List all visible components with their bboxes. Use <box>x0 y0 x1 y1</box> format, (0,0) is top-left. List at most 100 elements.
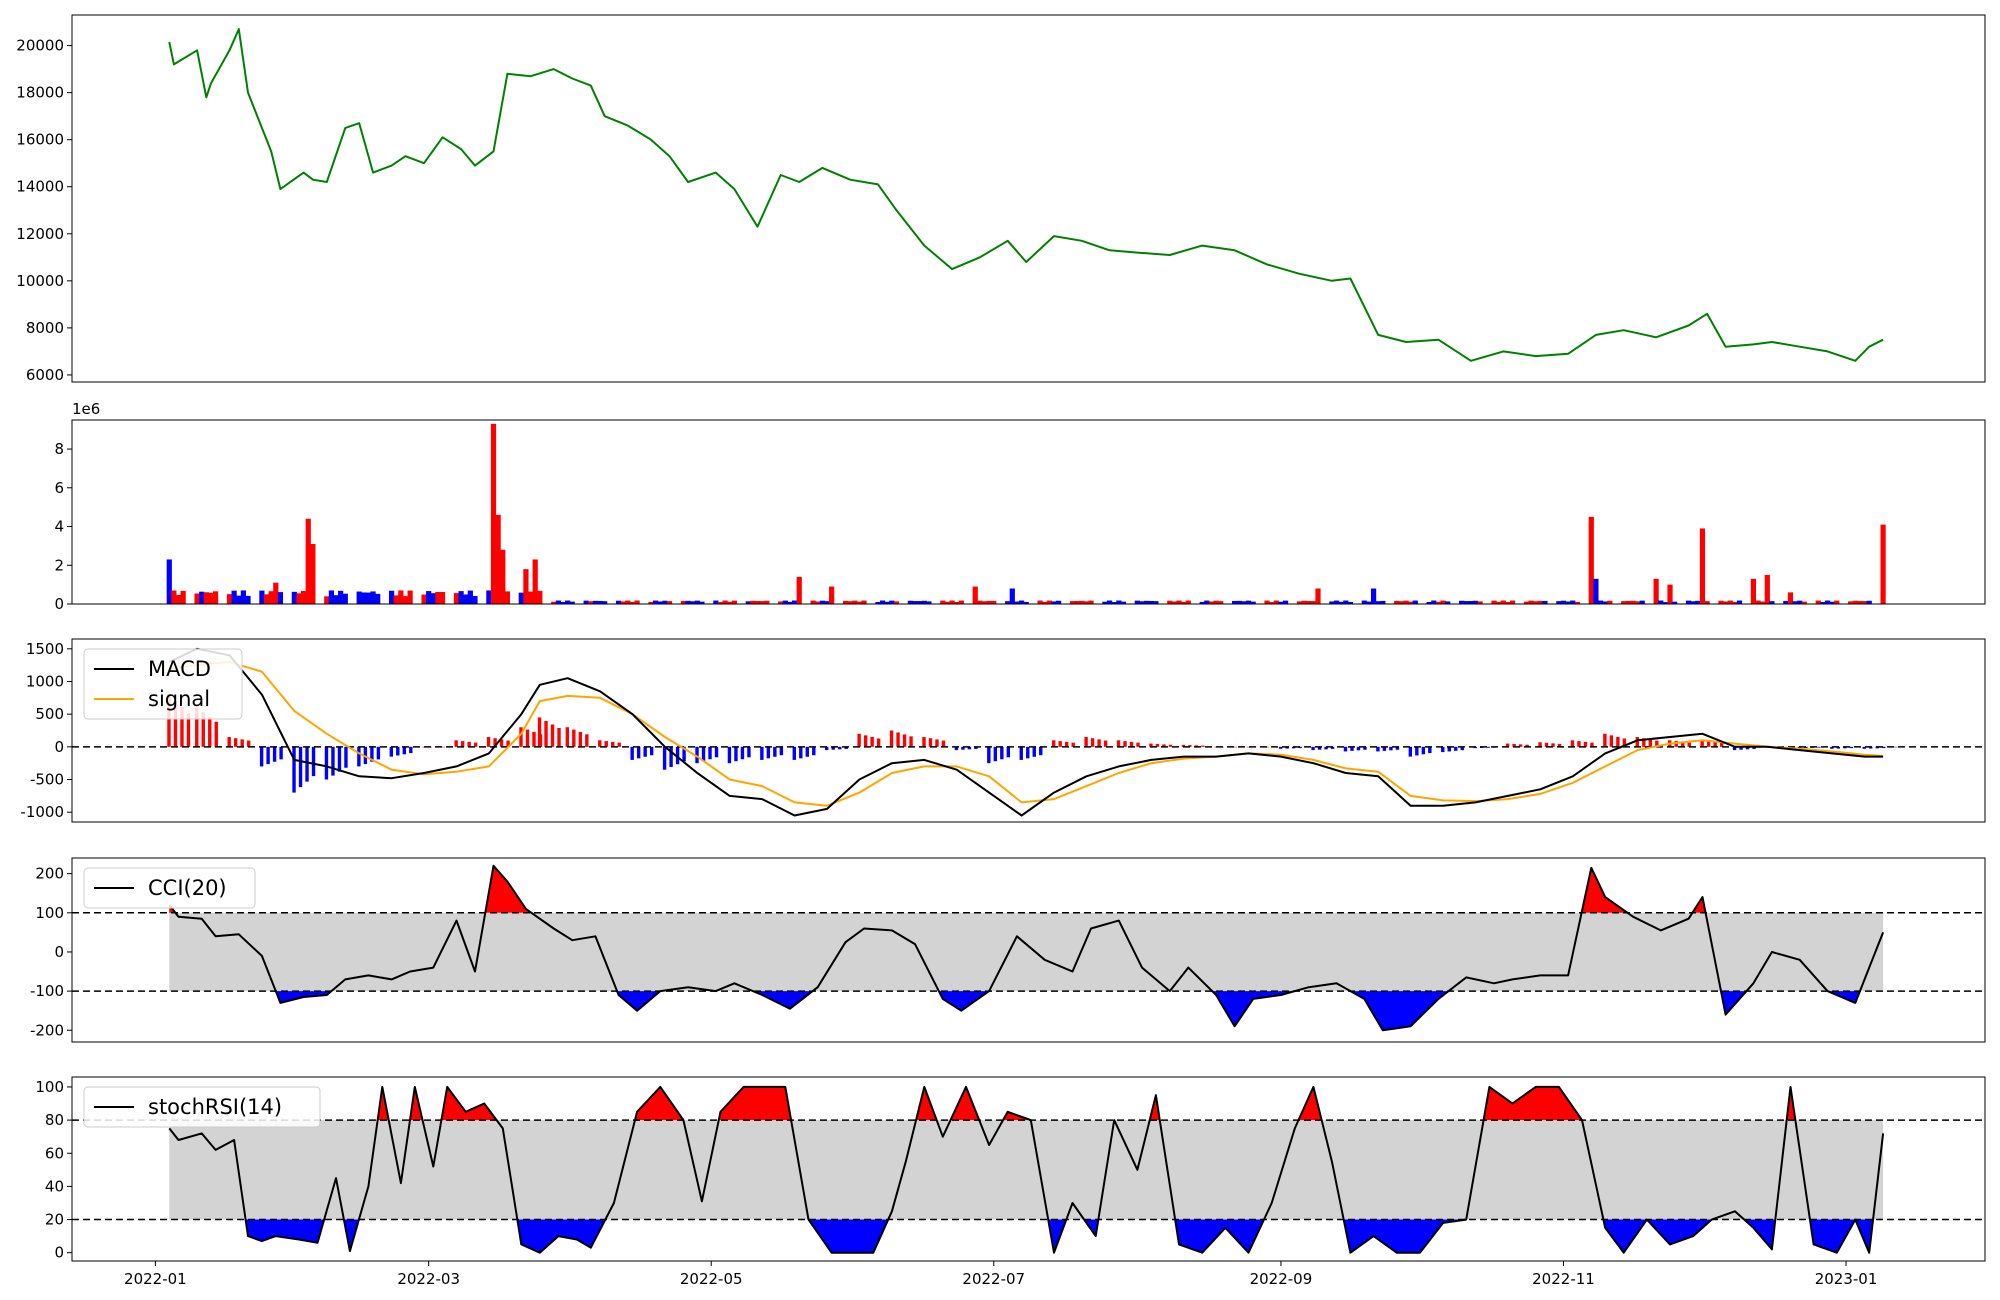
volume-bar <box>245 595 251 604</box>
macd-histogram-bar <box>1421 746 1426 755</box>
volume-bar <box>1120 601 1127 604</box>
cci-line <box>168 864 1885 1032</box>
x-tick-label: 2023-01 <box>1815 1270 1878 1288</box>
macd-histogram-bar <box>1525 744 1529 747</box>
volume-bar <box>1366 601 1372 604</box>
volume-bar <box>745 601 751 604</box>
macd-histogram-bar <box>473 742 478 747</box>
y-tick-label: 100 <box>35 904 64 922</box>
macd-histogram-bar <box>1505 743 1510 747</box>
volume-bar <box>1792 601 1798 604</box>
macd-histogram-bar <box>493 738 497 747</box>
volume-bar <box>1699 528 1706 604</box>
volume-bar <box>1597 600 1604 604</box>
volume-bar <box>430 593 436 604</box>
volume-bar <box>1750 578 1757 604</box>
volume-bar <box>277 592 284 604</box>
volume-bar <box>1171 601 1178 604</box>
macd-histogram-bar <box>773 746 777 757</box>
macd-histogram-bar <box>1149 743 1153 747</box>
volume-bar <box>1426 601 1432 604</box>
volume-bar <box>268 591 274 604</box>
volume-bar <box>1264 600 1270 604</box>
volume-bar <box>1463 601 1469 604</box>
volume-bar <box>370 591 376 604</box>
macd-histogram-bar <box>792 746 796 760</box>
macd-histogram-bar <box>186 713 191 747</box>
macd-histogram-bar <box>544 720 548 747</box>
volume-bar <box>949 600 955 604</box>
macd-histogram-bar <box>662 746 667 770</box>
macd-histogram-bar <box>961 746 965 750</box>
volume-bar <box>713 600 719 604</box>
macd-histogram-bar <box>766 746 771 759</box>
volume-bar <box>1704 601 1710 604</box>
macd-histogram-bar <box>167 694 171 747</box>
volume-bar <box>504 591 511 604</box>
volume-bar <box>1343 600 1349 604</box>
volume-bar <box>393 595 399 604</box>
macd-histogram-bar <box>1382 746 1387 751</box>
legend-label: stochRSI(14) <box>148 1095 282 1119</box>
macd-histogram-bar <box>208 717 212 747</box>
volume-bar <box>981 601 988 604</box>
volume-panel: 8 6 4 2 0 1e6 <box>54 400 1986 613</box>
y-tick-label: 0 <box>54 1244 64 1262</box>
macd-histogram-bar <box>1408 746 1413 757</box>
y-tick-label: 18000 <box>16 84 64 102</box>
macd-histogram-bar <box>870 736 874 747</box>
volume-bar <box>171 590 177 604</box>
volume-bar <box>986 600 992 604</box>
volume-bar <box>1037 600 1043 604</box>
volume-bar <box>1403 600 1409 604</box>
volume-bar <box>1829 601 1835 604</box>
volume-bar <box>328 590 334 604</box>
volume-bar <box>1695 600 1701 604</box>
y-tick-label: 8 <box>54 440 64 458</box>
macd-histogram-bar <box>467 741 471 747</box>
y-tick-label: 14000 <box>16 178 64 196</box>
volume-bar <box>1880 524 1886 604</box>
macd-histogram-bar <box>1648 739 1653 747</box>
volume-bar <box>1046 600 1052 604</box>
y-tick-label: 0 <box>54 943 64 961</box>
macd-histogram-bar <box>1869 746 1873 749</box>
y-tick-label: 20 <box>45 1211 64 1229</box>
macd-histogram-bar <box>1246 746 1250 748</box>
legend-label: CCI(20) <box>148 876 227 900</box>
volume-bar <box>518 592 524 604</box>
macd-histogram-bar <box>1590 742 1594 747</box>
volume-bar <box>1176 600 1182 604</box>
volume-bar <box>1820 602 1826 604</box>
volume-bar <box>426 591 432 604</box>
volume-bar <box>1273 600 1279 604</box>
macd-histogram-bar <box>1745 746 1750 750</box>
volume-bar <box>884 601 890 604</box>
y-tick-label: -100 <box>30 982 64 1000</box>
volume-bar <box>1278 601 1284 604</box>
volume-bar <box>203 592 209 604</box>
volume-bar <box>829 586 835 604</box>
macd-histogram-bar <box>1026 746 1030 759</box>
volume-bar <box>1018 600 1025 604</box>
macd-histogram-bar <box>954 746 959 751</box>
macd-histogram-bar <box>1415 746 1419 756</box>
macd-histogram-bar <box>1681 741 1685 747</box>
macd-histogram-bar <box>240 739 244 747</box>
macd-histogram-bar <box>357 746 361 767</box>
volume-bar <box>1370 588 1377 604</box>
volume-bar <box>954 601 960 604</box>
volume-bar <box>912 601 918 604</box>
y-tick-label: 20000 <box>16 37 64 55</box>
macd-histogram-bar <box>1739 746 1743 750</box>
macd-histogram-bar <box>246 740 251 747</box>
stochrsi-panel: 100 80 60 40 20 0 stochRSI(14) <box>35 1076 1986 1262</box>
legend-box <box>83 648 243 720</box>
macd-histogram-bar <box>902 734 907 747</box>
volume-bar <box>532 559 538 604</box>
macd-histogram-bar <box>1032 746 1036 757</box>
macd-histogram-bar <box>1136 742 1140 747</box>
volume-bar <box>842 600 849 604</box>
volume-bar <box>685 600 691 604</box>
volume-bar <box>500 549 506 604</box>
